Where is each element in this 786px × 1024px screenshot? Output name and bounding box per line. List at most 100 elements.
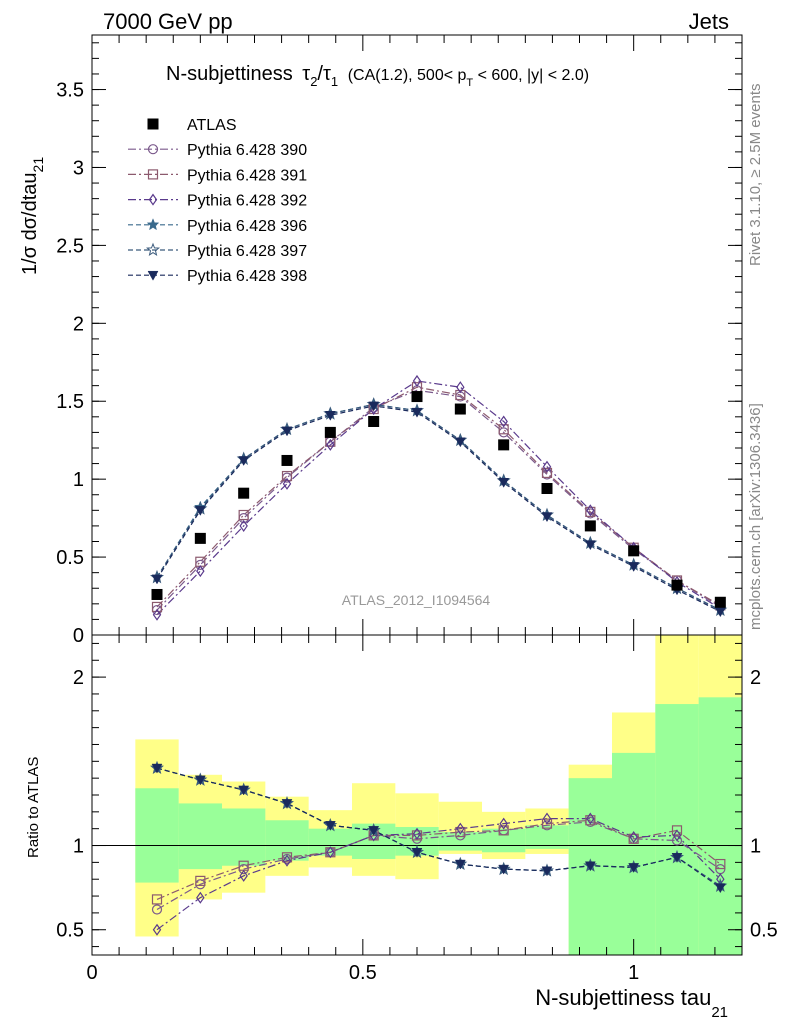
ratio-series-point (498, 825, 509, 836)
main-series-point (411, 407, 423, 418)
legend-marker (148, 193, 158, 206)
main-series-line (156, 389, 721, 611)
title-sub2: 2 (310, 74, 317, 89)
legend-label: Pythia 6.428 398 (187, 268, 307, 285)
atlas-data-point (194, 532, 206, 544)
ratio-frame (91, 634, 743, 956)
ratio-series-point (585, 815, 596, 826)
main-series-point (238, 456, 250, 466)
x-axis-label-sub: 21 (711, 1004, 728, 1021)
ratio-series-point (151, 763, 163, 774)
main-series-point (542, 460, 552, 473)
atlas-data-point (628, 545, 640, 557)
ratio-band-green (135, 788, 179, 883)
ratio-series-point (542, 812, 552, 825)
ratio-series-point (324, 821, 336, 831)
ratio-x-tick-labels: 0 0.5 1 (86, 962, 639, 984)
main-series-point (196, 565, 205, 578)
legend-marker (147, 270, 159, 281)
atlas-data-point (671, 579, 683, 591)
ratio-series-point (151, 904, 163, 915)
ratio-band-green (438, 832, 482, 851)
main-y-axis-label-sub: 21 (30, 157, 46, 173)
ratio-panel: 0.5 0.51 12 2 0 0.5 1 Ratio to ATLAS N-subjet… (25, 634, 778, 1021)
ratio-series-point (195, 875, 206, 886)
main-series-point (499, 415, 508, 428)
main-series-point (151, 574, 163, 585)
ratio-series-point (671, 825, 683, 836)
ratio-series-point (239, 869, 248, 882)
atlas-data-point (324, 426, 336, 438)
title-rest: (CA(1.2), 500< p (348, 67, 467, 84)
main-series-line (156, 386, 721, 608)
main-y-tick-label: 1.5 (56, 391, 84, 413)
x-axis-label-main: N-subjettiness tau (535, 985, 711, 1010)
main-series-line (156, 405, 721, 613)
title-main: N-subjettiness (166, 63, 293, 85)
ratio-band-green (178, 803, 222, 870)
ratio-series-point (714, 883, 726, 894)
main-series-point (456, 381, 465, 394)
ratio-series-point (281, 799, 293, 809)
ratio-band-green (308, 828, 352, 856)
title-tau2: τ (302, 63, 310, 85)
ratio-series-markers (150, 760, 728, 936)
main-y-tick-label: 2.5 (56, 235, 84, 257)
ratio-uncertainty-bands (135, 635, 742, 955)
ratio-series-point (628, 863, 640, 873)
main-series-point (541, 467, 553, 479)
ratio-series-point (326, 846, 335, 859)
main-panel: 00.511.522.533.5 N-subjettiness τ2/τ1 (C… (19, 34, 743, 647)
main-series-line (156, 403, 721, 611)
title-rest2: < 600, |y| < 2.0) (473, 67, 589, 84)
main-series-point (324, 411, 336, 421)
main-series-point (584, 540, 596, 551)
ratio-y-tick-label: 0.5 (56, 920, 84, 942)
ratio-y-ticks (92, 642, 742, 948)
main-series-point (541, 512, 553, 523)
energy-label: 7000 GeV pp (103, 9, 233, 34)
atlas-data-point (714, 596, 726, 608)
main-series-point (412, 374, 422, 388)
title-subT: T (466, 77, 473, 89)
rivet-label: Rivet 3.1.10, ≥ 2.5M events (747, 84, 764, 267)
atlas-data-point (454, 403, 466, 415)
atlas-data-point (411, 391, 423, 403)
ratio-y-tick-label: 2 (73, 667, 84, 689)
main-series-point (326, 438, 335, 451)
ratio-series-line (156, 817, 721, 931)
legend-label-atlas: ATLAS (187, 117, 237, 134)
ratio-series-point (629, 831, 638, 844)
main-y-tick-label: 2 (73, 313, 84, 335)
main-y-axis-label: 1/σ dσ/dtau21 (19, 157, 46, 275)
ratio-series-point (368, 826, 380, 836)
ratio-y-tick-label-right: 0.5 (750, 920, 778, 942)
ratio-band-green (525, 825, 569, 849)
ratio-series-point (671, 853, 683, 863)
ratio-series-point (151, 894, 163, 905)
ratio-band-green (698, 697, 742, 955)
title-slash: / (317, 63, 323, 85)
main-y-axis-label-main: 1/σ dσ/dtau (19, 172, 41, 275)
ratio-series-point (499, 817, 508, 830)
legend-marker (147, 169, 159, 180)
main-series-point (368, 401, 380, 412)
ratio-series-point (541, 866, 553, 877)
ratio-y-tick-label-right: 1 (750, 836, 761, 858)
legend-label: Pythia 6.428 392 (187, 193, 307, 210)
ratio-series-point (412, 827, 422, 840)
ratio-band-green (222, 808, 266, 866)
legend-marker (146, 242, 160, 257)
main-series-lines (156, 380, 721, 616)
ratio-series-point (498, 864, 510, 875)
ratio-series-point (152, 923, 162, 936)
ratio-series-line (156, 819, 721, 900)
legend-label: Pythia 6.428 396 (187, 218, 307, 235)
main-series-markers (150, 374, 728, 621)
title-tau1: τ (323, 63, 331, 85)
main-series-line (156, 403, 721, 611)
main-y-tick-label: 0 (73, 625, 84, 647)
main-series-point (585, 506, 596, 517)
mcplots-label: mcplots.cern.ch [arXiv:1306.3436] (747, 403, 764, 630)
